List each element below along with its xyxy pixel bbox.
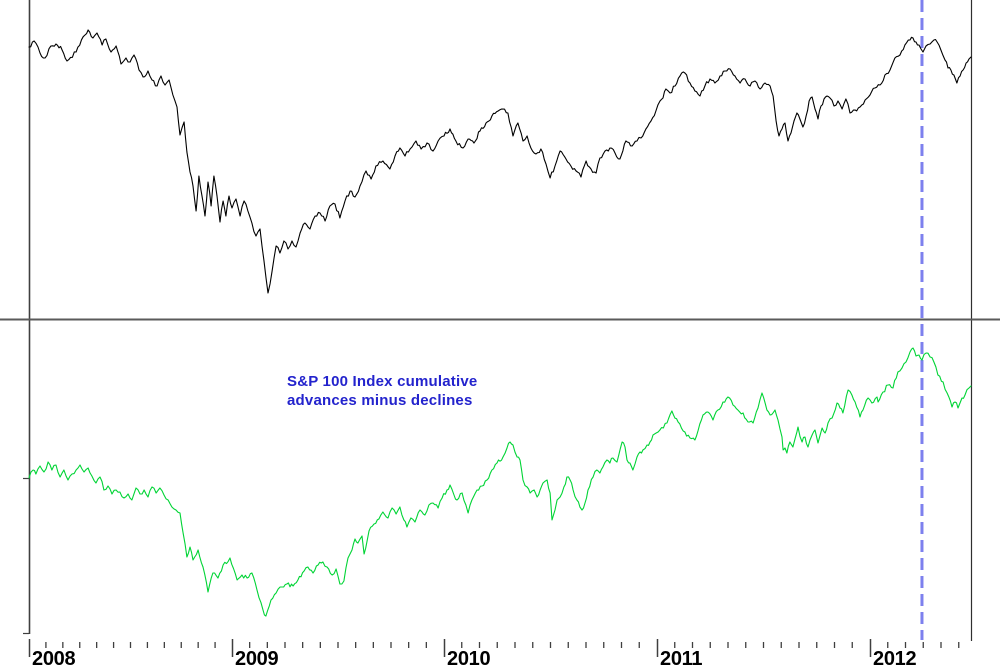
- year-label-2008: 2008: [32, 648, 75, 667]
- year-label-2011: 2011: [660, 648, 702, 667]
- advance-decline-line: [28, 347, 972, 617]
- year-label-2010: 2010: [447, 648, 490, 667]
- annotation-line-1: S&P 100 Index cumulative: [287, 373, 478, 390]
- series-annotation: S&P 100 Index cumulative advances minus …: [287, 372, 477, 410]
- annotation-line-2: advances minus declines: [287, 392, 473, 409]
- sp100-price-line: [28, 29, 972, 294]
- year-label-2009: 2009: [235, 648, 278, 667]
- year-label-2012: 2012: [873, 648, 916, 667]
